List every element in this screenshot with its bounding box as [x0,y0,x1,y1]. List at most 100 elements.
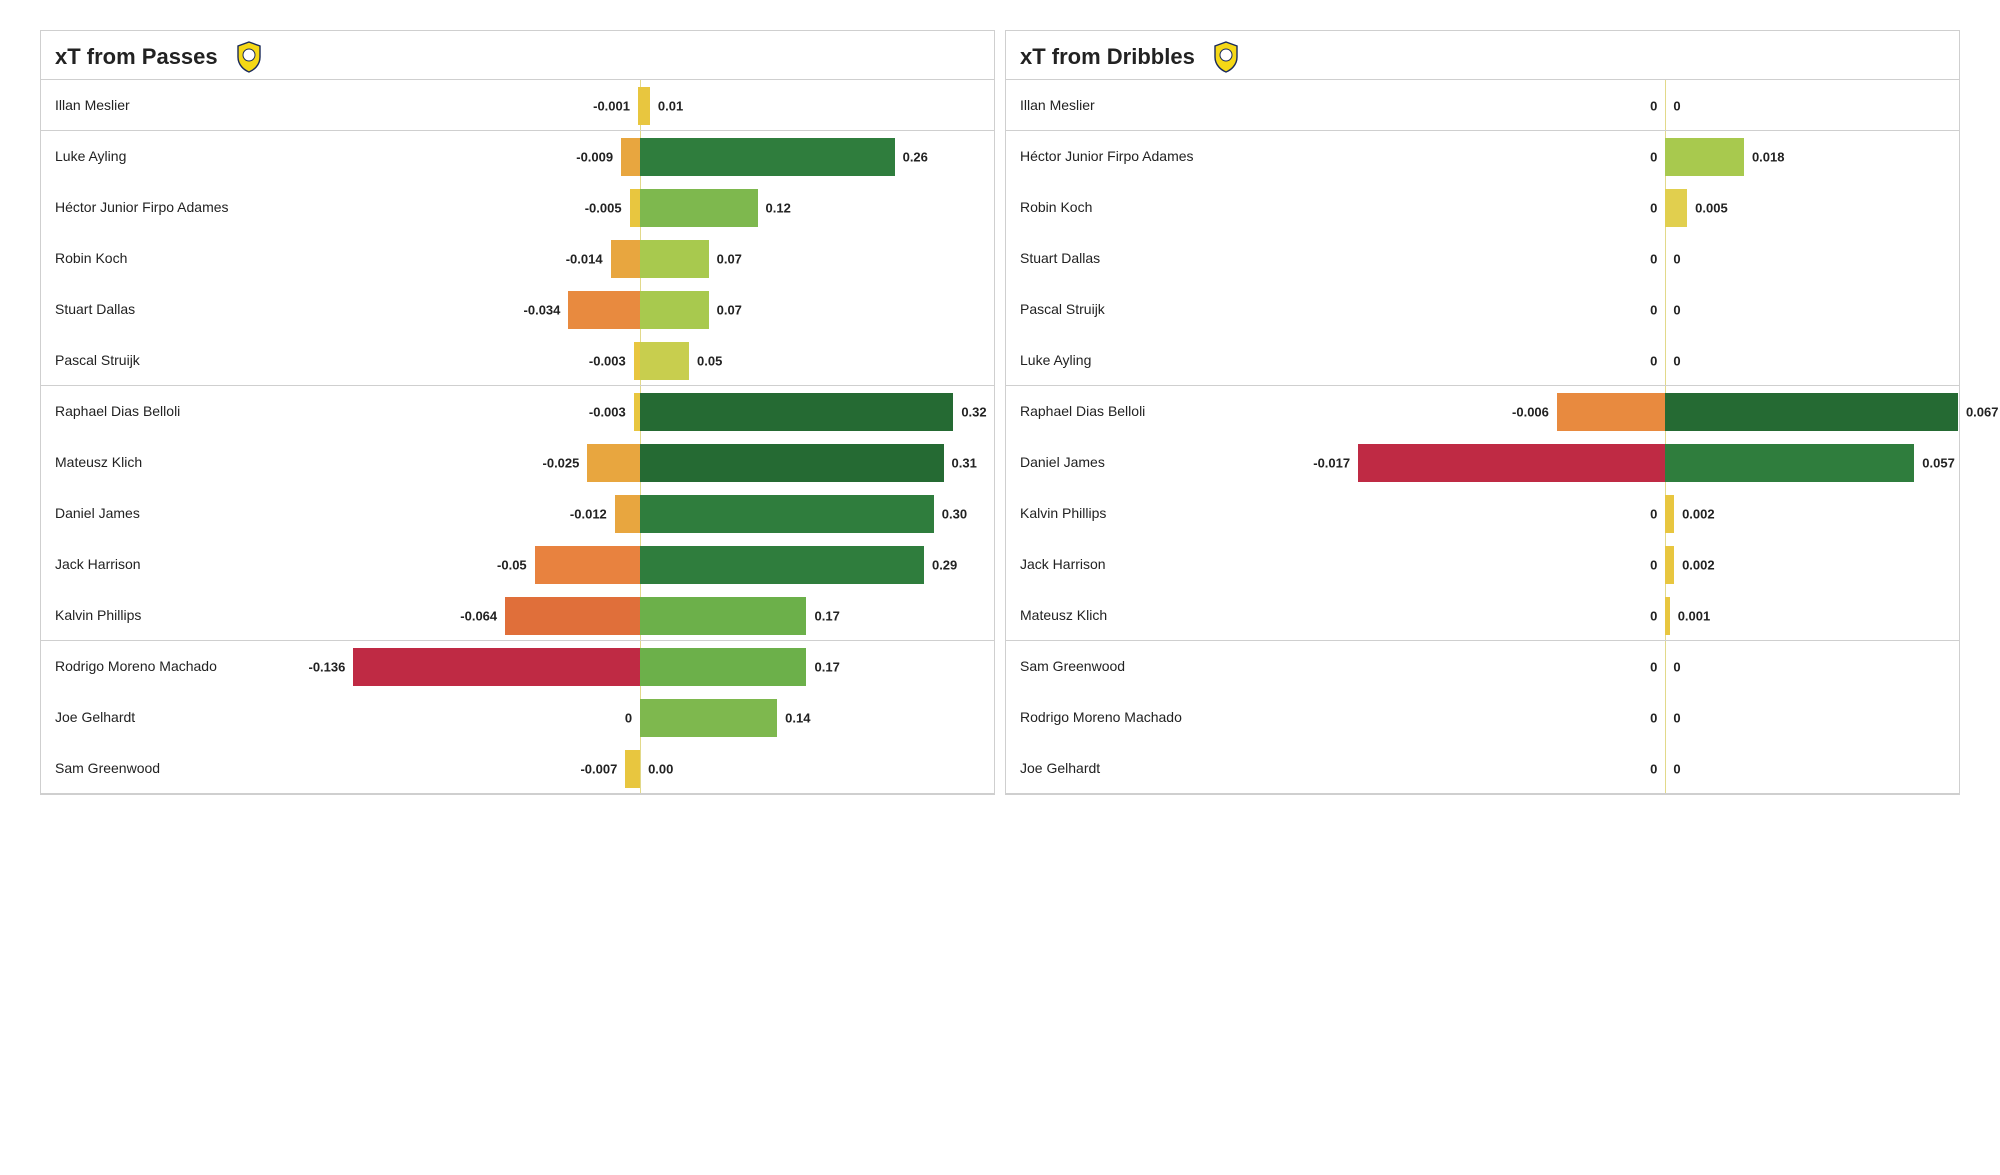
dribbles-chart-title: xT from Dribbles [1020,44,1195,70]
bar-area: -0.012 0.30 [241,488,994,539]
bar-area: -0.0140.07 [241,233,994,284]
negative-value-label: -0.064 [460,608,497,623]
positive-value-label: 0.002 [1682,506,1715,521]
chart-row: Luke Ayling00 [1006,335,1959,386]
bar-area: 00.002 [1206,539,1959,590]
chart-row: Mateusz Klich-0.0250.31 [41,437,994,488]
positive-value-label: 0.01 [658,98,683,113]
negative-value-label: -0.05 [497,557,527,572]
negative-value-label: -0.025 [543,455,580,470]
negative-value-label: -0.009 [576,149,613,164]
bar-area: -0.1360.17 [241,641,994,692]
chart-row: Stuart Dallas00 [1006,233,1959,284]
positive-value-label: 0.067 [1966,404,1999,419]
chart-row: Robin Koch-0.0140.07 [41,233,994,284]
player-name-label: Kalvin Phillips [1006,505,1206,522]
positive-bar [1665,393,1958,431]
negative-value-label: -0.017 [1313,455,1350,470]
passes-chart-title: xT from Passes [55,44,218,70]
bar-area: -0.0250.31 [241,437,994,488]
player-name-label: Stuart Dallas [1006,250,1206,267]
negative-value-label: 0 [1650,659,1657,674]
negative-value-label: 0 [1650,353,1657,368]
chart-row: Daniel James-0.0170.057 [1006,437,1959,488]
player-name-label: Raphael Dias Belloli [41,403,241,420]
player-name-label: Mateusz Klich [41,454,241,471]
chart-row: Stuart Dallas-0.0340.07 [41,284,994,335]
bar-area: 00 [1206,284,1959,335]
positive-value-label: 0 [1673,761,1680,776]
chart-row: Raphael Dias Belloli-0.0060.067 [1006,386,1959,437]
positive-value-label: 0 [1673,353,1680,368]
team-badge-icon [1213,41,1239,73]
bar-area: -0.0060.067 [1206,386,1959,437]
negative-value-label: 0 [1650,710,1657,725]
negative-value-label: -0.005 [585,200,622,215]
positive-bar [1665,138,1744,176]
player-name-label: Sam Greenwood [41,760,241,777]
negative-value-label: 0 [1650,302,1657,317]
chart-row: Raphael Dias Belloli-0.0030.32 [41,386,994,437]
zero-axis-line [1665,743,1666,794]
positive-value-label: 0 [1673,659,1680,674]
bar-area: -0.0640.17 [241,590,994,641]
bar-area: -0.050.29 [241,539,994,590]
bar-area: 00 [1206,641,1959,692]
zero-axis-line [1665,335,1666,386]
player-name-label: Raphael Dias Belloli [1006,403,1206,420]
negative-value-label: 0 [1650,251,1657,266]
bar-area: 00 [1206,743,1959,794]
negative-bar [353,648,640,686]
chart-row: Kalvin Phillips-0.0640.17 [41,590,994,641]
positive-bar [1665,444,1914,482]
negative-value-label: 0 [1650,557,1657,572]
positive-value-label: 0 [1673,98,1680,113]
bar-area: 00.018 [1206,131,1959,182]
chart-row: Joe Gelhardt00.14 [41,692,994,743]
bar-area: 00 [1206,80,1959,131]
bar-area: -0.0050.12 [241,182,994,233]
dribbles-chart-panel: xT from Dribbles Illan Meslier00Héctor J… [1005,30,1960,795]
negative-bar [615,495,640,533]
positive-value-label: 0.00 [648,761,673,776]
team-badge-icon [236,41,262,73]
player-name-label: Robin Koch [41,250,241,267]
positive-value-label: 0.005 [1695,200,1728,215]
player-name-label: Pascal Struijk [41,352,241,369]
positive-bar [640,189,757,227]
negative-bar [630,189,641,227]
player-name-label: Jack Harrison [41,556,241,573]
chart-row: Héctor Junior Firpo Adames00.018 [1006,131,1959,182]
passes-rows: Illan Meslier-0.0010.01Luke Ayling-0.009… [41,80,994,794]
negative-value-label: -0.034 [524,302,561,317]
positive-value-label: 0.057 [1922,455,1955,470]
positive-value-label: 0.32 [961,404,986,419]
chart-row: Illan Meslier00 [1006,80,1959,131]
negative-value-label: 0 [1650,98,1657,113]
positive-bar [1665,546,1674,584]
player-name-label: Rodrigo Moreno Machado [1006,709,1206,726]
player-name-label: Joe Gelhardt [1006,760,1206,777]
negative-value-label: -0.012 [570,506,607,521]
chart-row: Rodrigo Moreno Machado00 [1006,692,1959,743]
negative-value-label: 0 [1650,149,1657,164]
positive-bar [1665,189,1687,227]
positive-bar [640,648,806,686]
player-name-label: Pascal Struijk [1006,301,1206,318]
positive-value-label: 0.001 [1678,608,1711,623]
positive-bar [640,342,689,380]
positive-bar [640,393,953,431]
bar-area: 00.002 [1206,488,1959,539]
positive-bar [640,87,650,125]
passes-chart-panel: xT from Passes Illan Meslier-0.0010.01Lu… [40,30,995,795]
negative-bar [568,291,640,329]
negative-value-label: 0 [1650,200,1657,215]
player-name-label: Héctor Junior Firpo Adames [41,199,241,216]
player-name-label: Mateusz Klich [1006,607,1206,624]
positive-value-label: 0.30 [942,506,967,521]
player-name-label: Illan Meslier [1006,97,1206,114]
negative-value-label: 0 [1650,761,1657,776]
player-name-label: Daniel James [41,505,241,522]
zero-axis-line [1665,692,1666,743]
positive-value-label: 0.14 [785,710,810,725]
